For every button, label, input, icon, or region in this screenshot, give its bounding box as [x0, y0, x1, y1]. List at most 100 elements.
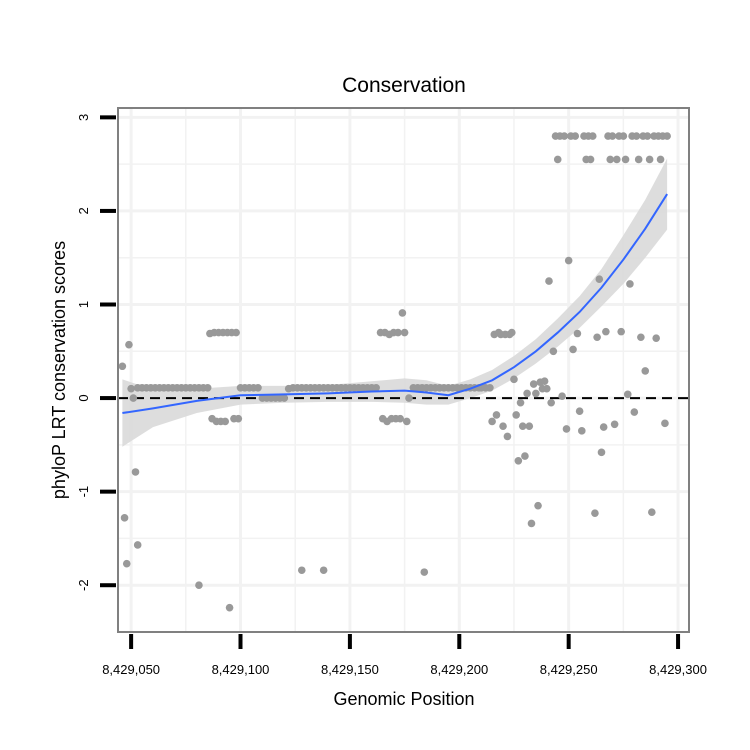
x-tick-label: 8,429,150 — [321, 662, 379, 677]
x-tick-label: 8,429,200 — [430, 662, 488, 677]
data-point — [525, 422, 534, 430]
data-point — [503, 432, 512, 441]
data-point — [297, 566, 306, 575]
data-point — [122, 559, 131, 568]
data-point — [529, 380, 538, 388]
data-point — [542, 384, 551, 393]
data-point — [569, 345, 577, 354]
data-point — [571, 132, 580, 140]
data-point — [129, 394, 138, 402]
data-point — [514, 456, 523, 465]
data-point — [586, 155, 595, 164]
data-point — [560, 132, 569, 140]
data-point — [540, 377, 549, 386]
data-point — [488, 417, 496, 426]
data-point — [319, 566, 328, 575]
data-point — [254, 383, 262, 392]
data-point — [608, 132, 617, 140]
data-point — [118, 362, 127, 371]
data-point — [602, 327, 610, 336]
y-tick-label: 0 — [76, 394, 91, 401]
data-point — [512, 411, 520, 419]
y-tick-label: 1 — [76, 301, 91, 308]
x-tick-label: 8,429,300 — [649, 662, 707, 677]
data-point — [553, 155, 562, 164]
data-point — [280, 394, 289, 402]
data-point — [643, 132, 652, 140]
data-point — [634, 155, 643, 164]
data-point — [593, 333, 601, 342]
data-points — [118, 132, 671, 612]
data-point — [195, 581, 203, 590]
data-point — [621, 155, 630, 164]
data-point — [549, 347, 558, 356]
data-point — [534, 501, 542, 510]
data-point — [545, 277, 553, 285]
data-point — [527, 519, 536, 528]
data-point — [588, 132, 597, 140]
chart-title: Conservation — [342, 74, 466, 97]
data-point — [656, 155, 665, 164]
data-point — [125, 340, 133, 349]
data-point — [547, 398, 555, 407]
data-point — [516, 398, 525, 407]
data-point — [595, 275, 604, 284]
data-point — [663, 132, 671, 140]
data-point — [133, 541, 142, 549]
data-point — [225, 603, 234, 612]
panel-border — [117, 107, 690, 633]
data-point — [523, 389, 531, 398]
data-point — [613, 155, 621, 164]
data-point — [661, 419, 669, 428]
data-point — [645, 155, 654, 164]
confidence-band — [122, 158, 668, 447]
x-tick-label: 8,429,250 — [540, 662, 598, 677]
data-point — [652, 334, 660, 342]
smooth-line — [122, 193, 668, 415]
data-point — [486, 383, 494, 392]
data-point — [623, 390, 632, 399]
data-point — [564, 256, 573, 265]
data-point — [420, 568, 429, 576]
data-point — [372, 383, 380, 392]
data-point — [630, 408, 639, 416]
data-point — [492, 411, 501, 419]
data-point — [637, 333, 645, 342]
data-point — [402, 417, 411, 426]
data-point — [131, 468, 140, 476]
data-point — [573, 329, 582, 338]
y-axis-ticks: -2 -1 0 1 2 3 — [76, 114, 116, 591]
data-point — [203, 383, 212, 392]
data-point — [405, 394, 413, 402]
x-tick-label: 8,429,050 — [102, 662, 160, 677]
data-point — [610, 420, 619, 429]
data-point — [617, 327, 625, 336]
confidence-band-group — [122, 158, 668, 447]
data-point — [394, 328, 402, 337]
data-point — [558, 392, 566, 401]
data-point — [234, 414, 243, 423]
data-point — [619, 132, 628, 140]
y-tick-label: 2 — [76, 207, 91, 214]
data-point — [120, 514, 129, 522]
data-point — [400, 328, 409, 337]
data-point — [591, 509, 599, 517]
data-point — [599, 423, 608, 431]
data-point — [606, 155, 615, 164]
data-point — [578, 427, 586, 435]
y-axis-label: phyloP LRT conservation scores — [49, 241, 69, 499]
data-point — [641, 367, 650, 375]
y-tick-label: -1 — [76, 486, 91, 498]
y-tick-label: 3 — [76, 114, 91, 121]
data-point — [499, 422, 507, 430]
data-point — [632, 132, 641, 140]
data-point — [232, 328, 240, 337]
data-point — [597, 448, 606, 457]
data-point — [626, 280, 634, 288]
grid — [118, 108, 689, 632]
data-point — [562, 425, 571, 433]
data-point — [221, 417, 229, 426]
data-point — [521, 452, 529, 460]
data-point — [127, 384, 135, 393]
